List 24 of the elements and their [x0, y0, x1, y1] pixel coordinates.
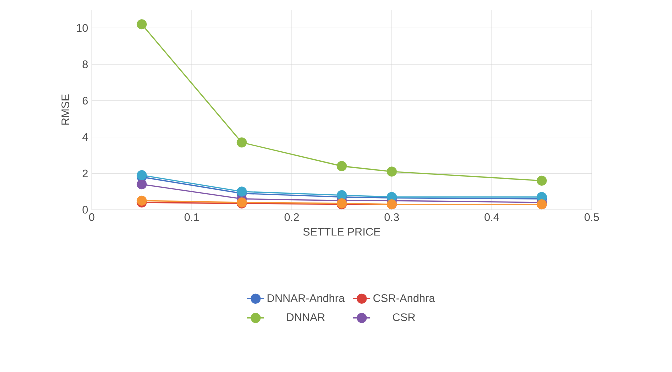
point: [386, 166, 398, 177]
x-tick-label: 0: [89, 214, 95, 222]
legend-label: DNNAR: [287, 314, 325, 322]
y-tick-label: 0: [82, 206, 88, 214]
x-tick-label: 0.3: [384, 214, 400, 222]
legend-label: CSR-Andhra: [374, 294, 436, 302]
y-tick-label: 2: [82, 170, 88, 178]
x-axis-title: SETTLE PRICE: [304, 228, 380, 236]
point: [136, 19, 148, 30]
legend-label: CSR: [393, 314, 416, 322]
x-tick-label: 0.5: [584, 214, 600, 222]
y-tick-label: 6: [82, 97, 88, 105]
x-tick-label: 0.1: [184, 214, 200, 222]
point: [136, 179, 148, 190]
x-tick-label: 0.4: [484, 214, 500, 222]
y-tick-label: 10: [77, 24, 88, 32]
y-axis-title: RMSE: [62, 94, 70, 125]
x-tick-label: 0.2: [284, 214, 300, 222]
point: [336, 161, 348, 172]
y-tick-label: 8: [82, 60, 88, 68]
point: [536, 176, 548, 186]
point: [236, 138, 248, 148]
y-tick-label: 4: [82, 134, 88, 142]
legend-label: DNNAR-Andhra: [268, 294, 345, 302]
